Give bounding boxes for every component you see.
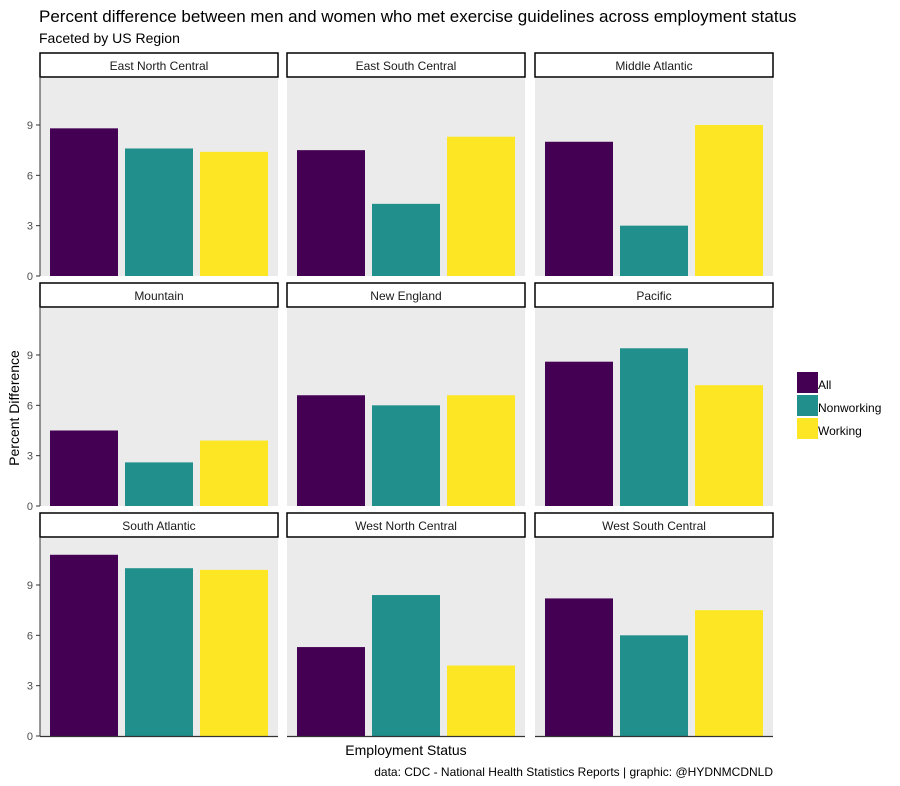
bar-east-south-central-nonworking bbox=[372, 203, 440, 276]
bar-west-south-central-working bbox=[695, 610, 763, 736]
bar-mountain-all bbox=[50, 430, 118, 506]
bar-west-south-central-all bbox=[545, 598, 613, 736]
x-axis-title: Employment Status bbox=[345, 742, 466, 758]
bar-pacific-nonworking bbox=[620, 348, 688, 506]
bar-middle-atlantic-working bbox=[695, 124, 763, 276]
facet-strip-label: New England bbox=[370, 289, 441, 303]
facet-strip-label: Middle Atlantic bbox=[615, 59, 692, 73]
facet-strip bbox=[534, 282, 774, 308]
y-tick-label: 0 bbox=[27, 731, 33, 743]
bar-pacific-working bbox=[695, 385, 763, 506]
facet-panel-east-south-central: East South Central bbox=[286, 52, 526, 276]
y-tick-label: 3 bbox=[27, 451, 33, 463]
bar-south-atlantic-nonworking bbox=[125, 568, 193, 736]
facet-strip bbox=[286, 52, 526, 78]
facet-panel-pacific: Pacific bbox=[534, 282, 774, 506]
bar-east-south-central-all bbox=[297, 150, 365, 276]
bar-east-north-central-all bbox=[50, 128, 118, 276]
bar-south-atlantic-working bbox=[200, 569, 268, 736]
y-tick-label: 9 bbox=[27, 350, 33, 362]
bar-middle-atlantic-all bbox=[545, 141, 613, 276]
legend-key-all bbox=[797, 372, 818, 393]
y-tick-label: 6 bbox=[27, 170, 33, 182]
facet-panel-west-north-central: West North Central bbox=[286, 512, 526, 738]
facet-strip-label: West North Central bbox=[355, 519, 457, 533]
facet-strip bbox=[39, 282, 279, 308]
bar-east-north-central-nonworking bbox=[125, 148, 193, 276]
y-tick-label: 6 bbox=[27, 400, 33, 412]
facet-panel-new-england: New England bbox=[286, 282, 526, 506]
legend-label-working: Working bbox=[818, 424, 862, 438]
facet-strip-label: Pacific bbox=[636, 289, 671, 303]
facet-grid: East North Central 0 3 6 9 East South Central… bbox=[27, 52, 774, 743]
legend-key-working bbox=[797, 418, 818, 439]
facet-strip bbox=[534, 512, 774, 538]
facet-strip bbox=[39, 52, 279, 78]
bar-south-atlantic-all bbox=[50, 554, 118, 736]
bar-east-south-central-working bbox=[447, 136, 515, 276]
bar-middle-atlantic-nonworking bbox=[620, 225, 688, 276]
chart-title: Percent difference between men and women… bbox=[39, 7, 797, 26]
facet-strip bbox=[286, 282, 526, 308]
legend: All Nonworking Working bbox=[797, 372, 881, 439]
facet-strip-label: West South Central bbox=[602, 519, 706, 533]
bar-new-england-all bbox=[297, 395, 365, 506]
y-tick-label: 0 bbox=[27, 501, 33, 513]
y-axis-title: Percent Difference bbox=[6, 350, 22, 466]
facet-strip bbox=[286, 512, 526, 538]
bar-west-south-central-nonworking bbox=[620, 635, 688, 736]
bar-mountain-nonworking bbox=[125, 462, 193, 506]
chart-subtitle: Faceted by US Region bbox=[39, 30, 180, 46]
bar-east-north-central-working bbox=[200, 151, 268, 276]
facet-strip bbox=[39, 512, 279, 538]
facet-strip-label: East North Central bbox=[110, 59, 209, 73]
bar-west-north-central-nonworking bbox=[372, 595, 440, 736]
y-tick-label: 0 bbox=[27, 271, 33, 283]
legend-key-nonworking bbox=[797, 395, 818, 416]
facet-panel-east-north-central: East North Central 0 3 6 9 bbox=[27, 52, 279, 283]
chart-caption: data: CDC - National Health Statistics R… bbox=[374, 765, 773, 779]
bar-west-north-central-working bbox=[447, 665, 515, 736]
y-tick-label: 3 bbox=[27, 221, 33, 233]
bar-west-north-central-all bbox=[297, 647, 365, 736]
facet-strip-label: South Atlantic bbox=[122, 519, 195, 533]
y-tick-label: 3 bbox=[27, 681, 33, 693]
legend-label-nonworking: Nonworking bbox=[818, 401, 881, 415]
bar-new-england-nonworking bbox=[372, 405, 440, 506]
facet-panel-mountain: Mountain 0 3 6 9 bbox=[27, 282, 279, 513]
facet-panel-south-atlantic: South Atlantic 0 3 6 9 bbox=[27, 512, 279, 743]
facet-panel-west-south-central: West South Central bbox=[534, 512, 774, 738]
facet-strip bbox=[534, 52, 774, 78]
facet-strip-label: Mountain bbox=[134, 289, 183, 303]
y-tick-label: 6 bbox=[27, 630, 33, 642]
facet-panel-middle-atlantic: Middle Atlantic bbox=[534, 52, 774, 276]
y-tick-label: 9 bbox=[27, 580, 33, 592]
bar-pacific-all bbox=[545, 361, 613, 506]
facet-strip-label: East South Central bbox=[356, 59, 457, 73]
bar-new-england-working bbox=[447, 395, 515, 506]
y-tick-label: 9 bbox=[27, 120, 33, 132]
legend-label-all: All bbox=[818, 378, 831, 392]
bar-mountain-working bbox=[200, 440, 268, 506]
